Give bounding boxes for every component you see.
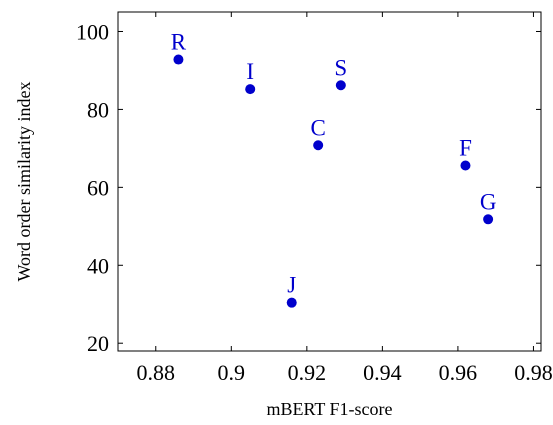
- data-point-c: [313, 140, 324, 151]
- data-point-f: [460, 160, 471, 171]
- data-point-label: S: [334, 55, 347, 80]
- data-point-label: R: [171, 30, 187, 55]
- data-point-label: G: [480, 189, 497, 214]
- y-tick-label: 40: [87, 253, 109, 278]
- data-point-label: C: [310, 115, 325, 140]
- data-point-g: [483, 214, 494, 225]
- data-point-label: J: [287, 273, 296, 298]
- y-tick-label: 100: [76, 19, 109, 44]
- x-axis-ticks: 0.88 0.9 0.92 0.94 0.96 0.98: [137, 12, 553, 385]
- x-tick-label: 0.94: [363, 360, 402, 385]
- data-point-s: [335, 80, 346, 91]
- x-axis-label: mBERT F1-score: [266, 399, 392, 419]
- x-tick-label: 0.88: [137, 360, 176, 385]
- data-point-label: F: [459, 136, 472, 161]
- x-tick-label: 0.9: [218, 360, 246, 385]
- data-point-i: [245, 84, 256, 95]
- y-tick-label: 20: [87, 331, 109, 356]
- x-tick-label: 0.98: [514, 360, 553, 385]
- y-axis-label: Word order similarity index: [14, 81, 34, 281]
- plot-frame: [117, 11, 542, 352]
- x-tick-label: 0.92: [288, 360, 327, 385]
- data-point-label: I: [246, 59, 254, 84]
- y-tick-label: 80: [87, 97, 109, 122]
- y-axis-ticks: 20 40 60 80 100: [76, 19, 541, 356]
- y-tick-label: 60: [87, 175, 109, 200]
- data-point-j: [286, 297, 297, 308]
- data-point-r: [173, 54, 184, 65]
- data-points: R I S C F G J: [171, 30, 497, 308]
- x-tick-label: 0.96: [439, 360, 478, 385]
